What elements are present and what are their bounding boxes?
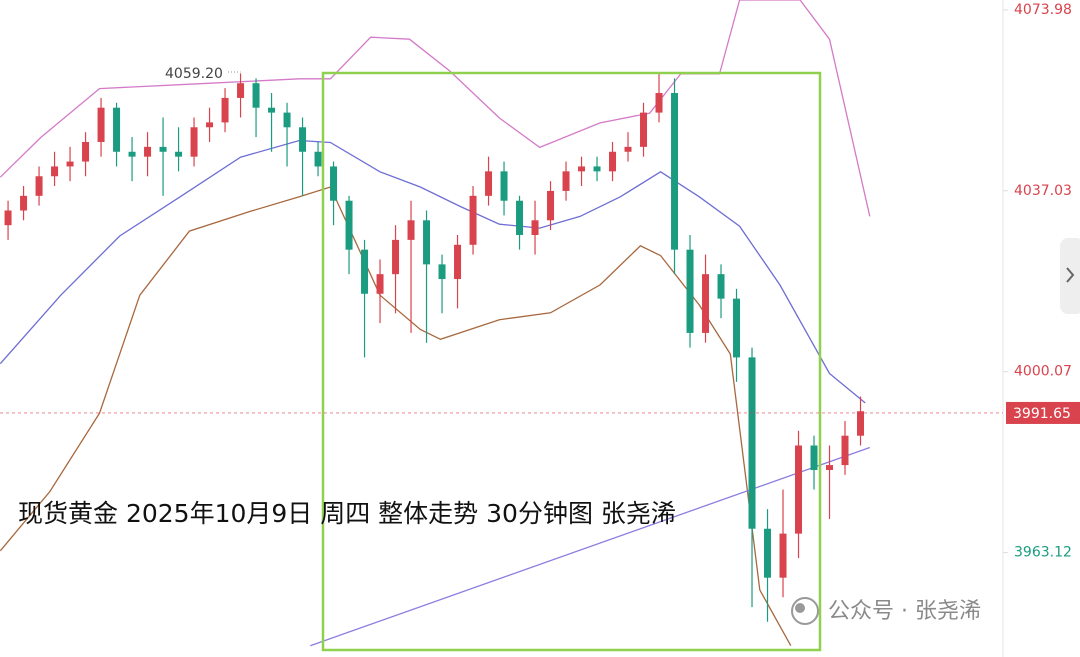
candle-body	[686, 249, 694, 333]
overlay: 4073.98 4037.03 4000.07 3963.12 3991.65 4059.…	[0, 2, 1080, 561]
high-label: 4059.20	[165, 66, 223, 82]
candle-body	[314, 151, 322, 167]
candle-body	[423, 220, 431, 265]
indicator-line	[310, 446, 871, 647]
side-tab[interactable]	[1060, 238, 1080, 314]
candle-body	[206, 122, 214, 128]
candle-body	[237, 83, 245, 98]
candle-body	[454, 244, 462, 280]
candle-body	[485, 171, 493, 196]
candle-body	[562, 171, 570, 191]
candle-body	[717, 274, 725, 299]
candle-body	[97, 107, 105, 142]
side-tab-bg[interactable]	[1060, 238, 1080, 314]
y-tick-label: 3963.12	[1014, 545, 1072, 561]
watermark-text: 公众号 · 张尧浠	[828, 599, 981, 624]
watermark-icon	[795, 603, 805, 613]
candle-body	[578, 166, 586, 172]
candle-body	[51, 166, 59, 177]
candle-body	[810, 445, 818, 470]
candle-body	[531, 220, 539, 235]
candle-body	[190, 127, 198, 157]
candle-body	[159, 146, 167, 152]
candle-body	[671, 93, 679, 250]
y-tick-label: 4000.07	[1014, 364, 1072, 380]
candle-body	[175, 151, 183, 157]
candle-body	[35, 176, 43, 196]
candle-body	[392, 239, 400, 275]
candle-body	[113, 107, 121, 152]
candle-body	[345, 200, 353, 250]
candle-body	[702, 274, 710, 333]
candle-body	[826, 465, 834, 470]
candle-body	[857, 411, 865, 436]
candle-body	[283, 112, 291, 128]
candle-body	[66, 161, 74, 167]
candle-body	[609, 151, 617, 172]
candle-body	[376, 274, 384, 294]
candle-body	[764, 528, 772, 578]
candle-body	[547, 190, 555, 221]
candle-body	[330, 166, 338, 201]
candle-body	[299, 127, 307, 152]
candle-body	[640, 112, 648, 147]
highlight-box	[321, 71, 822, 652]
candle-body	[655, 93, 663, 113]
candle-body	[624, 146, 632, 152]
y-tick-label: 4073.98	[1014, 2, 1072, 18]
watermark: 公众号 · 张尧浠	[791, 597, 981, 625]
candle-body	[407, 220, 415, 240]
candle-body	[128, 151, 136, 157]
candle-body	[438, 264, 446, 280]
candle-body	[144, 146, 152, 157]
candle-body	[795, 445, 803, 534]
side-tab-arrow[interactable]	[1066, 267, 1075, 283]
candle-body	[593, 166, 601, 172]
candle-body	[516, 200, 524, 235]
indicator-line	[0, 0, 871, 217]
candle-body	[4, 210, 12, 226]
candle-body	[841, 435, 849, 466]
candle-body	[268, 107, 276, 113]
candle-body	[733, 298, 741, 358]
y-tick-label: 4037.03	[1014, 183, 1072, 199]
candle-body	[779, 533, 787, 578]
current-price-label: 3991.65	[1013, 406, 1071, 422]
watermark-icon	[791, 597, 819, 625]
candle-body	[82, 141, 90, 162]
candle-body	[469, 195, 477, 245]
candle-body	[500, 171, 508, 201]
candles	[4, 73, 865, 622]
candle-body	[748, 357, 756, 529]
candle-body	[252, 83, 260, 108]
candle-body	[361, 249, 369, 294]
chart-title: 现货黄金 2025年10月9日 周四 整体走势 30分钟图 张尧浠	[18, 499, 676, 528]
candle-body	[221, 97, 229, 123]
current-price-box	[1006, 401, 1080, 424]
indicator-line	[0, 139, 866, 404]
candle-body	[20, 195, 28, 211]
